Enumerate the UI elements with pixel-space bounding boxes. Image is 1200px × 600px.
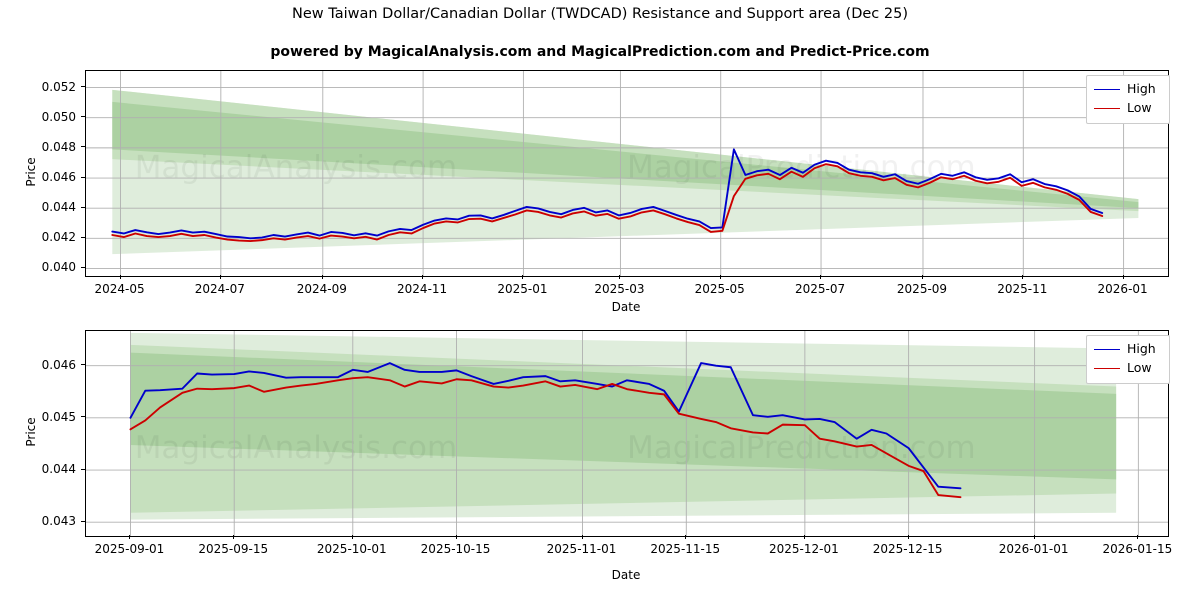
x-tick-label: 2025-11-01 (546, 542, 617, 556)
y-tick-label: 0.050 (41, 109, 76, 124)
y-tick-label: 0.048 (41, 139, 76, 154)
x-tick-label: 2025-03 (594, 282, 645, 296)
x-tick-mark (129, 535, 131, 539)
x-tick-label: 2025-07 (794, 282, 846, 296)
legend-label-high: High (1127, 341, 1156, 357)
x-tick-mark (619, 275, 621, 279)
x-tick-mark (921, 275, 923, 279)
y-tick-mark (81, 416, 85, 418)
x-tick-mark (233, 535, 235, 539)
y-tick-label: 0.044 (41, 462, 76, 476)
x-tick-label: 2025-01 (497, 282, 548, 296)
legend-label-low: Low (1127, 100, 1152, 116)
x-tick-mark (1137, 535, 1139, 539)
y-tick-mark (81, 520, 85, 522)
x-tick-label: 2025-10-01 (316, 542, 387, 556)
x-tick-label: 2024-09 (296, 282, 347, 296)
x-tick-label: 2025-11 (997, 282, 1048, 296)
x-tick-mark (820, 275, 822, 279)
x-tick-label: 2025-09-15 (198, 542, 269, 556)
x-tick-mark (219, 275, 221, 279)
chart-zoom: MagicalAnalysis.com MagicalPrediction.com (85, 330, 1169, 537)
svg-text:MagicalAnalysis.com: MagicalAnalysis.com (135, 430, 457, 466)
x-tick-mark (422, 275, 424, 279)
x-tick-label: 2025-10-15 (420, 542, 491, 556)
y-tick-mark (81, 86, 85, 88)
x-tick-mark (685, 535, 687, 539)
legend-label-low: Low (1127, 360, 1152, 376)
x-tick-mark (455, 535, 457, 539)
legend-swatch-high (1094, 89, 1120, 90)
x-tick-label: 2025-11-15 (650, 542, 721, 556)
x-tick-label: 2026-01-15 (1102, 542, 1173, 556)
page-title: New Taiwan Dollar/Canadian Dollar (TWDCA… (292, 6, 908, 22)
x-tick-label: 2024-11 (397, 282, 448, 296)
legend-top: High Low (1086, 75, 1170, 124)
y-tick-label: 0.045 (41, 409, 76, 424)
x-tick-mark (321, 275, 323, 279)
x-tick-label: 2024-05 (94, 282, 145, 296)
y-tick-label: 0.040 (41, 260, 76, 275)
x-tick-mark (907, 535, 909, 539)
x-axis-label-bottom: Date (611, 568, 641, 582)
y-tick-mark (81, 206, 85, 208)
svg-text:MagicalPrediction.com: MagicalPrediction.com (627, 430, 976, 466)
x-tick-mark (1122, 275, 1124, 279)
x-tick-label: 2025-09 (896, 282, 948, 296)
legend-item-high: High (1094, 340, 1161, 359)
legend-bottom: High Low (1086, 335, 1170, 384)
y-tick-mark (81, 364, 85, 366)
svg-text:MagicalAnalysis.com: MagicalAnalysis.com (135, 150, 457, 186)
x-tick-mark (1022, 275, 1024, 279)
y-tick-label: 0.052 (41, 79, 76, 94)
y-axis-label-bottom: Price (24, 417, 38, 447)
x-tick-label: 2025-09-01 (94, 542, 165, 556)
x-tick-mark (119, 275, 121, 279)
x-tick-label: 2025-12-15 (872, 542, 943, 556)
y-tick-mark (81, 468, 85, 470)
x-tick-mark (1033, 535, 1035, 539)
x-tick-mark (351, 535, 353, 539)
page-subtitle: powered by MagicalAnalysis.com and Magic… (270, 44, 930, 60)
x-tick-label: 2026-01-01 (998, 542, 1069, 556)
x-tick-mark (581, 535, 583, 539)
legend-label-high: High (1127, 81, 1156, 97)
legend-item-low: Low (1094, 99, 1161, 118)
x-tick-mark (719, 275, 721, 279)
y-tick-label: 0.046 (41, 170, 76, 185)
x-tick-mark (522, 275, 524, 279)
x-tick-label: 2025-05 (694, 282, 745, 296)
x-axis-label-top: Date (611, 300, 641, 314)
legend-swatch-low (1094, 368, 1120, 369)
x-tick-label: 2025-12-01 (768, 542, 839, 556)
x-tick-label: 2024-07 (194, 282, 245, 296)
y-tick-label: 0.043 (41, 514, 76, 529)
x-tick-label: 2026-01 (1097, 282, 1148, 296)
legend-swatch-low (1094, 108, 1120, 109)
y-tick-mark (81, 236, 85, 238)
y-tick-mark (81, 176, 85, 178)
y-tick-label: 0.046 (41, 357, 76, 372)
legend-item-low: Low (1094, 359, 1161, 378)
x-tick-mark (803, 535, 805, 539)
y-tick-label: 0.042 (41, 230, 76, 245)
y-tick-mark (81, 146, 85, 148)
y-tick-label: 0.044 (41, 200, 76, 215)
chart-overview: MagicalAnalysis.com MagicalPrediction.com (85, 70, 1169, 277)
legend-swatch-high (1094, 349, 1120, 350)
svg-text:MagicalPrediction.com: MagicalPrediction.com (627, 150, 976, 186)
legend-item-high: High (1094, 80, 1161, 99)
y-tick-mark (81, 266, 85, 268)
y-tick-mark (81, 116, 85, 118)
